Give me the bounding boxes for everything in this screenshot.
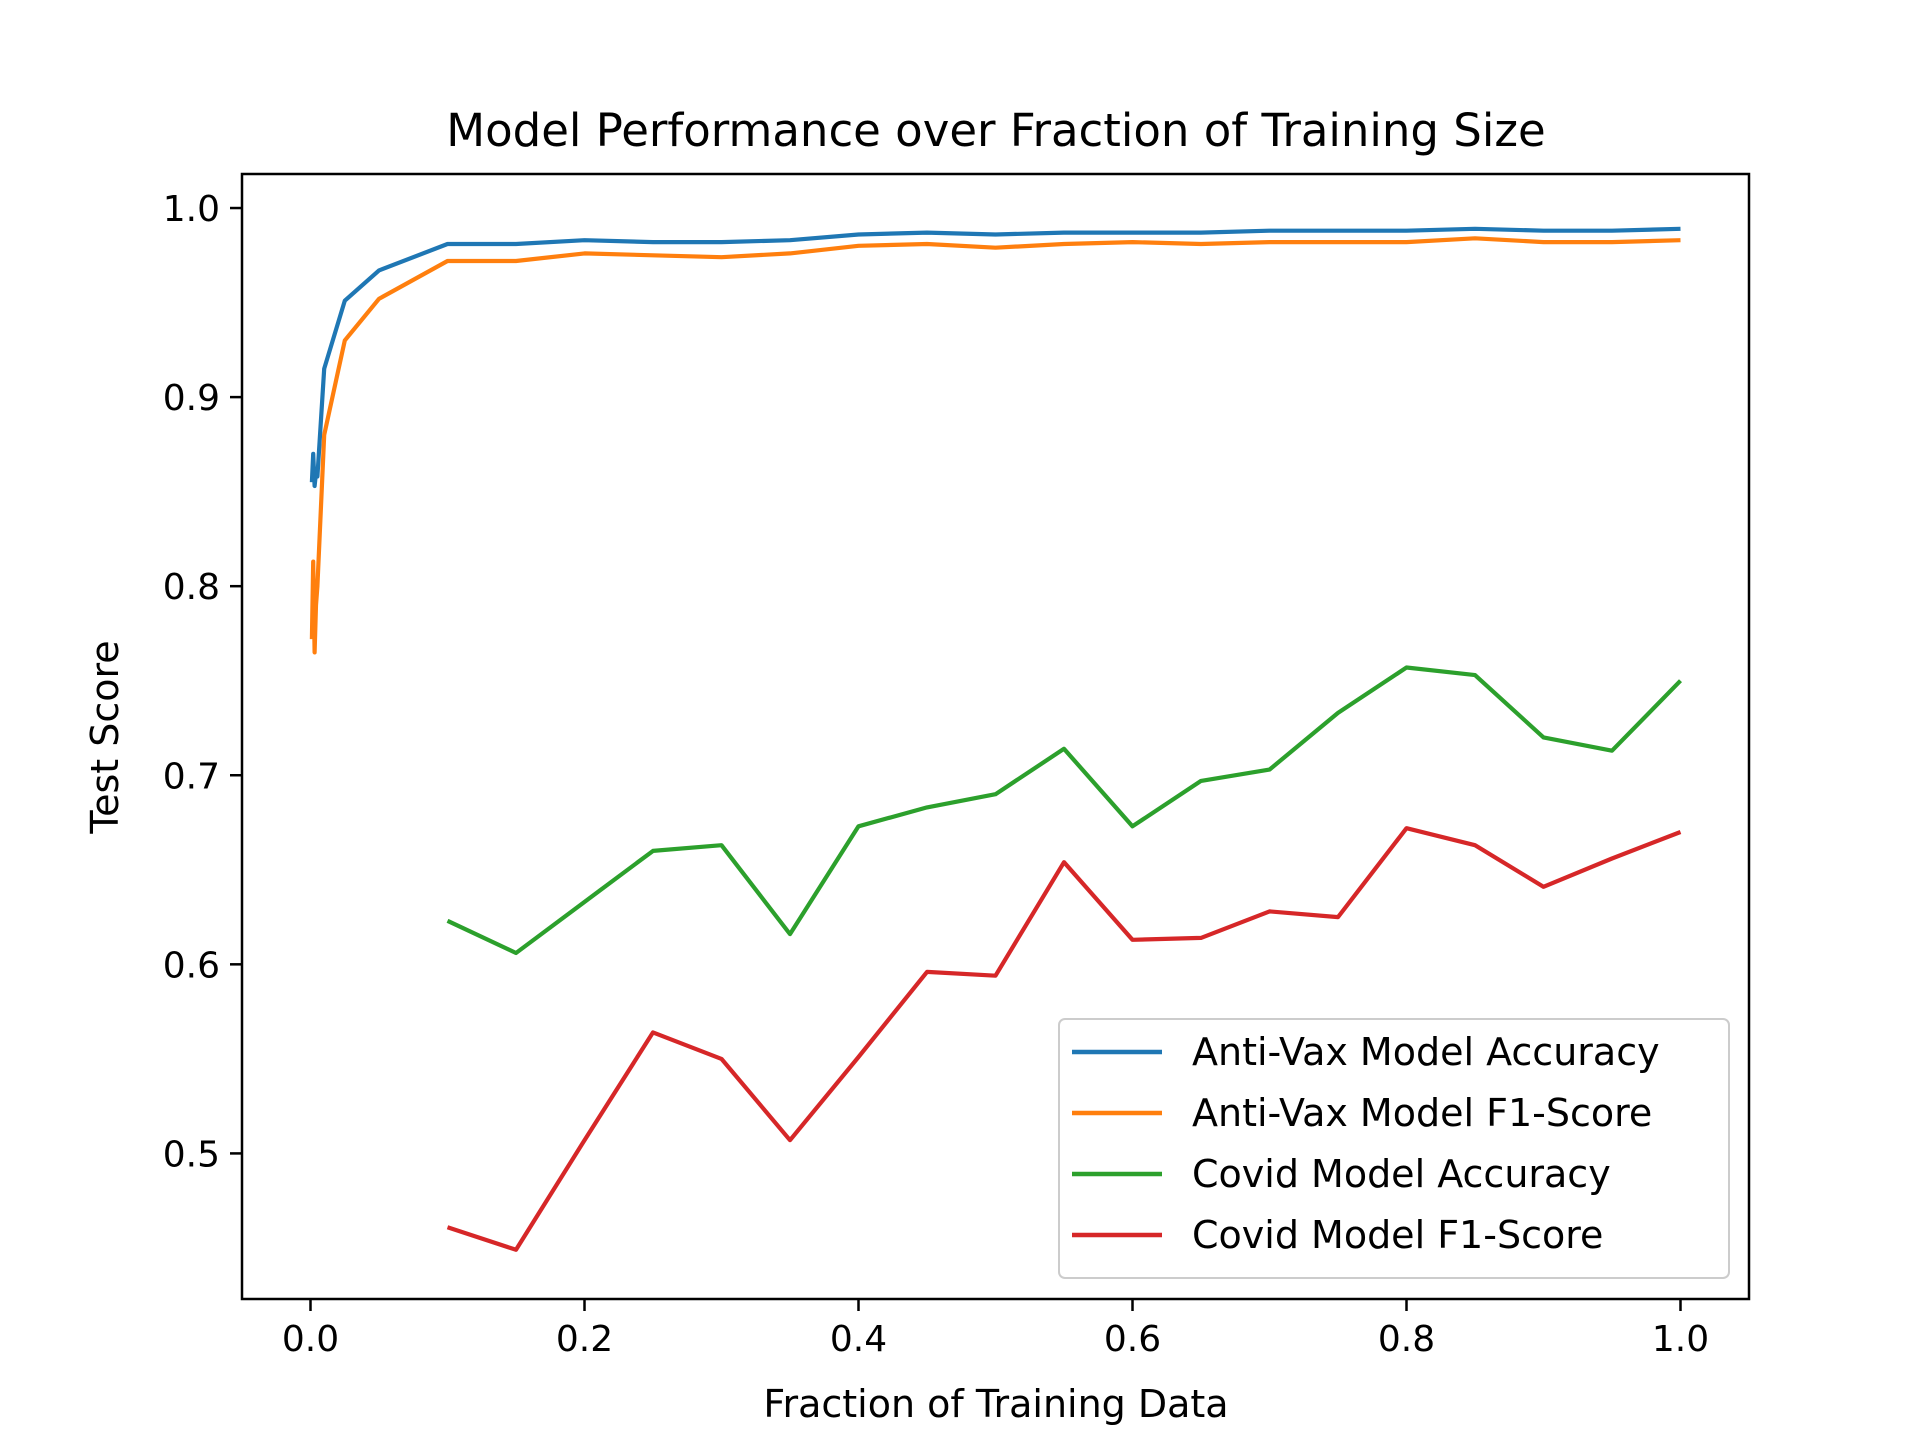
y-tick-label: 0.7 [163, 756, 220, 797]
y-tick-label: 0.6 [163, 945, 220, 986]
series-layer [309, 226, 1683, 1252]
y-tick-label: 0.9 [163, 378, 220, 419]
x-axis-label: Fraction of Training Data [763, 1382, 1228, 1426]
legend-box [1058, 1018, 1730, 1279]
y-tick-label: 1.0 [163, 189, 220, 230]
y-tick-label: 0.8 [163, 567, 220, 608]
chart-title: Model Performance over Fraction of Train… [446, 104, 1545, 157]
axis-layer: 0.0 0.2 0.4 0.6 0.8 1.0 0.5 0.6 0.7 0.8 0.9 1.0 [163, 189, 1709, 1360]
x-tick-label: 0.4 [830, 1319, 887, 1360]
x-tick-label: 0.0 [282, 1319, 339, 1360]
legend-label-3: Covid Model Accuracy [1192, 1152, 1611, 1196]
series-line-3 [446, 665, 1683, 956]
series-line-4 [446, 826, 1682, 1252]
plot-frame [240, 172, 1751, 1301]
series-line-1 [309, 226, 1681, 489]
legend-label-1: Anti-Vax Model Accuracy [1192, 1030, 1660, 1074]
y-axis-label: Test Score [83, 640, 127, 834]
legend-label-2: Anti-Vax Model F1-Score [1192, 1091, 1652, 1135]
legend: Anti-Vax Model Accuracy Anti-Vax Model F1… [1058, 1018, 1730, 1279]
x-tick-label: 1.0 [1652, 1319, 1709, 1360]
x-tick-label: 0.2 [556, 1319, 613, 1360]
x-tick-label: 0.6 [1104, 1319, 1161, 1360]
x-tick-label: 0.8 [1378, 1319, 1435, 1360]
y-tick-label: 0.5 [163, 1134, 220, 1175]
legend-label-4: Covid Model F1-Score [1192, 1213, 1603, 1257]
series-line-2 [309, 236, 1681, 655]
